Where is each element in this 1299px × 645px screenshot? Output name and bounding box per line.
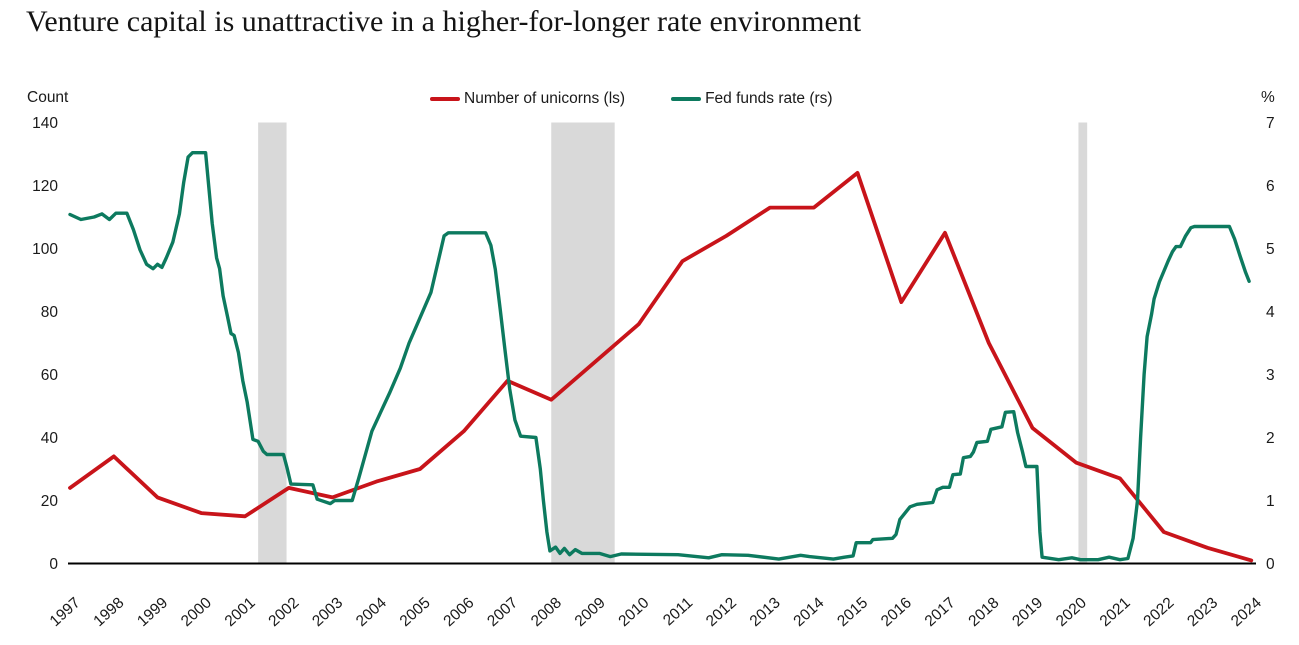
right-axis-tick-6: 6 <box>1266 178 1275 195</box>
left-axis-tick-0: 0 <box>49 556 58 573</box>
x-axis-year-1999: 1999 <box>134 594 171 630</box>
x-axis-year-2010: 2010 <box>615 594 652 630</box>
right-axis-tick-5: 5 <box>1266 241 1275 258</box>
left-axis-tick-60: 60 <box>41 367 59 384</box>
x-axis-year-2015: 2015 <box>834 594 871 630</box>
x-axis-year-2004: 2004 <box>353 594 390 630</box>
right-axis-tick-4: 4 <box>1266 304 1275 321</box>
legend-label-unicorns: Number of unicorns (ls) <box>464 90 626 107</box>
x-axis-year-2007: 2007 <box>484 594 521 630</box>
x-axis-year-2023: 2023 <box>1184 594 1221 630</box>
x-axis-year-2019: 2019 <box>1009 594 1046 630</box>
x-axis-year-2003: 2003 <box>309 594 346 630</box>
x-axis-year-2012: 2012 <box>703 594 740 630</box>
x-axis-year-2016: 2016 <box>878 594 915 630</box>
recession-band-2 <box>1078 122 1088 564</box>
left-axis-tick-100: 100 <box>32 241 58 258</box>
left-axis-tick-120: 120 <box>32 178 58 195</box>
left-axis-tick-40: 40 <box>41 430 59 447</box>
left-axis-unit-label: Count <box>27 89 69 106</box>
x-axis-year-2014: 2014 <box>790 594 827 630</box>
legend-label-fedfunds: Fed funds rate (rs) <box>705 90 833 107</box>
left-axis-tick-140: 140 <box>32 115 58 132</box>
right-axis-tick-0: 0 <box>1266 556 1275 573</box>
x-axis-year-2002: 2002 <box>265 594 302 630</box>
legend-item-fedfunds: Fed funds rate (rs) <box>671 90 833 108</box>
x-axis-year-2009: 2009 <box>572 594 609 630</box>
x-axis-year-2005: 2005 <box>397 594 434 630</box>
fedfunds-line <box>68 150 1251 562</box>
left-axis-tick-20: 20 <box>41 493 59 510</box>
x-axis-year-2021: 2021 <box>1097 594 1134 630</box>
fedfunds-line-swatch-icon <box>671 96 702 102</box>
x-axis-year-2017: 2017 <box>922 594 959 630</box>
chart-legend: Number of unicorns (ls) Fed funds rate (… <box>430 90 833 108</box>
unicorns-line <box>68 170 1254 563</box>
x-axis-year-2018: 2018 <box>965 594 1002 630</box>
x-axis-year-2022: 2022 <box>1140 594 1177 630</box>
right-axis-tick-2: 2 <box>1266 430 1275 447</box>
recession-band-0 <box>258 122 287 564</box>
right-axis-tick-7: 7 <box>1266 115 1275 132</box>
x-axis-year-2024: 2024 <box>1228 594 1265 630</box>
x-axis-year-2006: 2006 <box>440 594 477 630</box>
x-axis-year-2008: 2008 <box>528 594 565 630</box>
unicorns-line-swatch-icon <box>430 96 460 102</box>
right-axis-unit-label: % <box>1261 89 1275 106</box>
x-axis-year-2001: 2001 <box>222 594 259 630</box>
left-axis-tick-80: 80 <box>41 304 59 321</box>
right-axis-tick-1: 1 <box>1266 493 1275 510</box>
x-axis-year-2000: 2000 <box>178 594 215 630</box>
x-axis-year-1997: 1997 <box>47 594 84 630</box>
recession-band-1 <box>551 122 615 564</box>
legend-item-unicorns: Number of unicorns (ls) <box>430 90 625 108</box>
right-axis-tick-3: 3 <box>1266 367 1275 384</box>
x-axis-year-2011: 2011 <box>660 594 696 629</box>
x-axis-year-2020: 2020 <box>1053 594 1090 630</box>
chart-title: Venture capital is unattractive in a hig… <box>26 5 862 38</box>
x-axis-year-1998: 1998 <box>90 594 127 630</box>
x-axis-year-2013: 2013 <box>747 594 784 630</box>
